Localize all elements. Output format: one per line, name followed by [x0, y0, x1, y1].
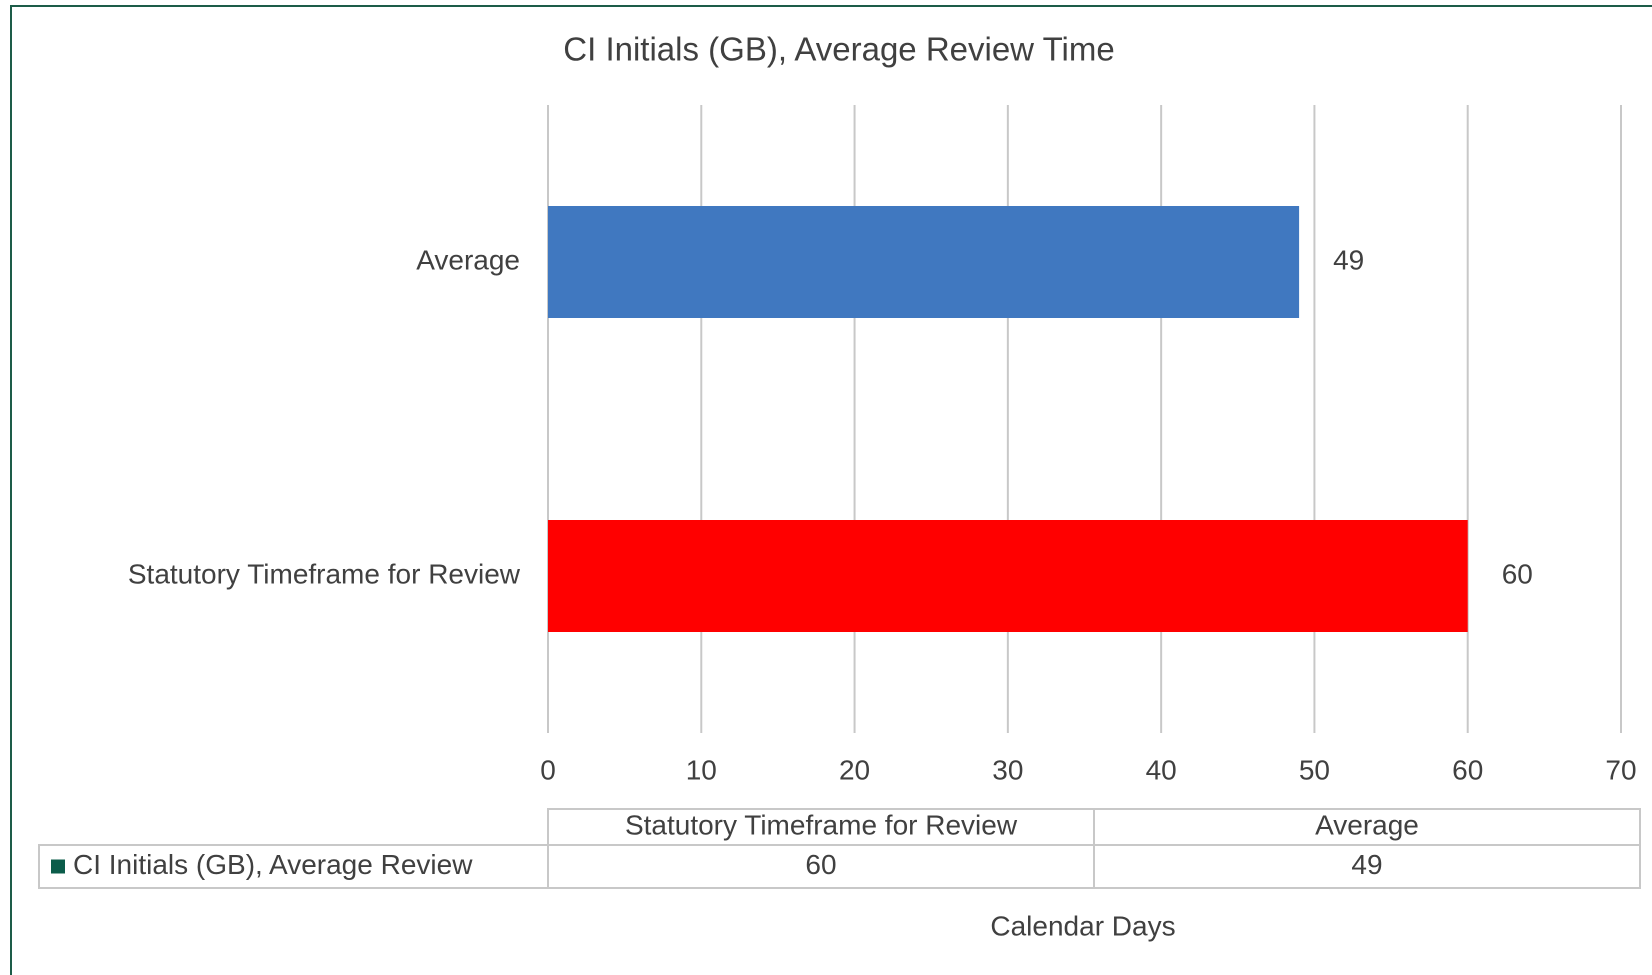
table-value: 49: [1351, 849, 1382, 880]
legend-label: CI Initials (GB), Average Review: [73, 849, 473, 880]
x-tick-label: 10: [686, 754, 717, 785]
x-tick-label: 60: [1452, 754, 1483, 785]
x-tick-label: 20: [839, 754, 870, 785]
legend-key: [51, 859, 65, 874]
x-tick-label: 70: [1605, 754, 1636, 785]
x-tick-label: 0: [540, 754, 556, 785]
chart-title: CI Initials (GB), Average Review Time: [563, 31, 1114, 68]
bar: [548, 206, 1300, 318]
y-tick-label: Statutory Timeframe for Review: [128, 558, 521, 589]
table-header: Statutory Timeframe for Review: [625, 809, 1018, 840]
x-tick-label: 30: [992, 754, 1023, 785]
table-value: 60: [805, 849, 836, 880]
chart-frame: [10, 5, 1652, 975]
x-tick-label: 40: [1146, 754, 1177, 785]
y-tick-label: Average: [416, 244, 520, 275]
data-label: 60: [1502, 558, 1533, 589]
x-tick-label: 50: [1299, 754, 1330, 785]
table-header: Average: [1315, 809, 1419, 840]
data-label: 49: [1333, 244, 1364, 275]
x-axis-title: Calendar Days: [990, 910, 1175, 941]
table-cell: [1093, 844, 1641, 889]
bar: [548, 520, 1468, 632]
